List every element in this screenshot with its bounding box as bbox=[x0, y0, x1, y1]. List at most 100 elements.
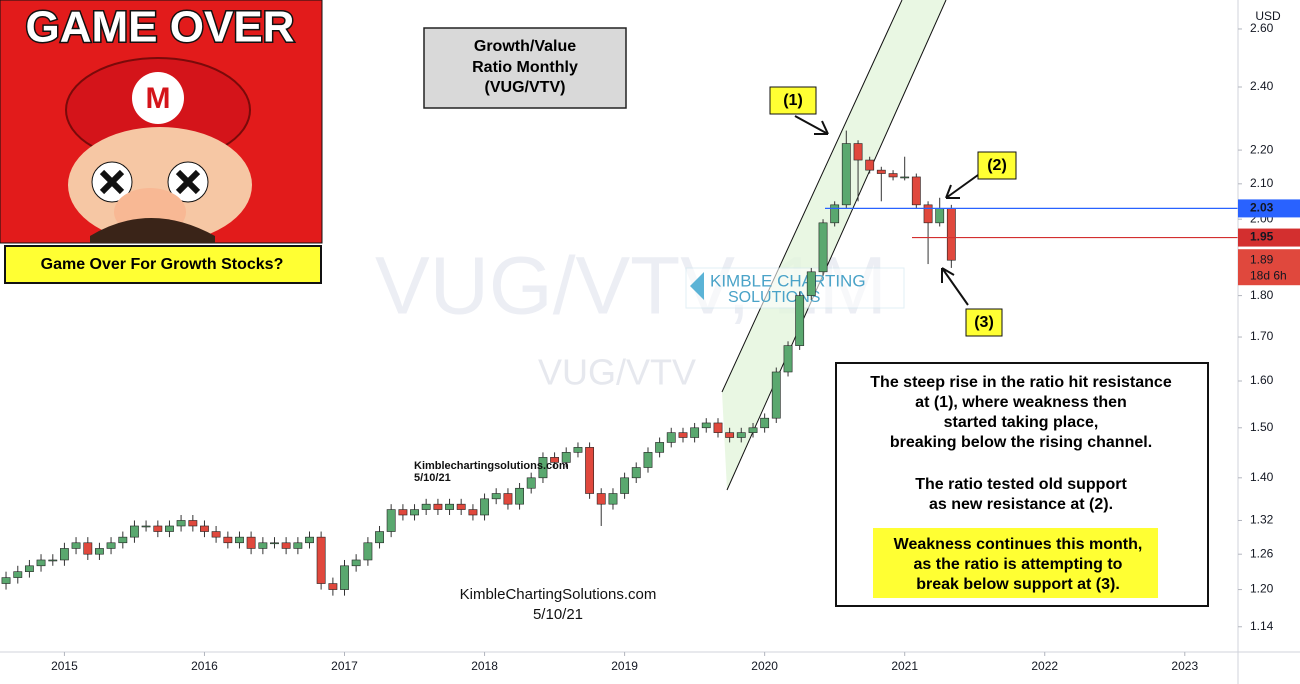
commentary: as new resistance at (2). bbox=[929, 496, 1113, 513]
candle-body bbox=[375, 531, 384, 544]
credit: Kimblechartingsolutions.com bbox=[414, 460, 569, 472]
x-tick-label: 2019 bbox=[611, 659, 638, 673]
candle-body bbox=[340, 565, 349, 590]
x-tick-label: 2022 bbox=[1031, 659, 1058, 673]
logo-mark bbox=[690, 272, 704, 300]
candle-body bbox=[95, 548, 104, 555]
highlight: break below support at (3). bbox=[916, 576, 1120, 593]
candle-body bbox=[176, 520, 186, 527]
channel-line bbox=[721, 0, 903, 393]
credit: KimbleChartingSolutions.com bbox=[460, 586, 657, 603]
eye-x bbox=[99, 169, 201, 195]
countdown: 18d 6h bbox=[1250, 268, 1287, 282]
commentary: breaking below the rising channel. bbox=[890, 434, 1152, 451]
candle-body bbox=[515, 487, 524, 505]
candle-body bbox=[13, 571, 23, 578]
caption: Game Over For Growth Stocks? bbox=[41, 256, 284, 273]
last-price-box bbox=[1238, 249, 1300, 286]
candle-body bbox=[503, 493, 513, 505]
candle-body bbox=[235, 536, 244, 544]
candle-body bbox=[865, 159, 875, 171]
commentary: The ratio tested old support bbox=[915, 476, 1127, 493]
candle-body bbox=[433, 503, 443, 510]
arrow bbox=[945, 174, 979, 199]
candle-body bbox=[736, 432, 746, 438]
candle-body bbox=[573, 447, 583, 453]
candle-body bbox=[806, 271, 816, 296]
x-tick-label: 2021 bbox=[891, 659, 918, 673]
candle-body bbox=[258, 542, 268, 549]
candle-body bbox=[130, 525, 139, 538]
symbol-watermark: VUG/VTV bbox=[538, 352, 696, 393]
chart-title: Ratio Monthly bbox=[472, 59, 578, 76]
candle-body bbox=[165, 525, 174, 532]
y-tick-label: 1.14 bbox=[1250, 619, 1274, 633]
candle-body bbox=[200, 525, 209, 532]
credit: 5/10/21 bbox=[414, 472, 451, 484]
candle-body bbox=[771, 371, 781, 419]
candle-body bbox=[106, 542, 116, 549]
callout-box bbox=[769, 86, 817, 115]
credit: 5/10/21 bbox=[533, 606, 583, 623]
candle-body bbox=[491, 493, 501, 500]
candle-body bbox=[830, 204, 840, 224]
candle-body bbox=[36, 559, 46, 567]
candle-body bbox=[211, 531, 221, 538]
candle-body bbox=[421, 503, 431, 510]
candle-body bbox=[48, 559, 58, 562]
candle-body bbox=[678, 432, 688, 438]
y-tick-label: 2.10 bbox=[1250, 176, 1274, 190]
candle-body bbox=[725, 432, 735, 438]
candle-body bbox=[316, 536, 326, 584]
candle-body bbox=[818, 222, 828, 273]
candle-body bbox=[363, 542, 373, 561]
callout-box bbox=[977, 151, 1017, 180]
y-tick-label: 1.70 bbox=[1250, 329, 1274, 343]
candle-body bbox=[690, 427, 700, 438]
candle-body bbox=[398, 509, 408, 516]
y-tick-label: 2.60 bbox=[1250, 21, 1274, 35]
arrow bbox=[941, 267, 969, 306]
candle-body bbox=[620, 477, 630, 494]
candle-body bbox=[60, 548, 69, 561]
channel-fill bbox=[722, 0, 946, 490]
y-tick-label: 2.20 bbox=[1250, 142, 1274, 156]
candle-body bbox=[655, 442, 665, 453]
y-tick-label: 1.26 bbox=[1250, 546, 1274, 560]
y-tick-label: 1.60 bbox=[1250, 373, 1274, 387]
candle-body bbox=[900, 176, 910, 179]
candle-body bbox=[141, 525, 151, 528]
candle-body bbox=[561, 452, 571, 463]
candle-body bbox=[550, 457, 559, 463]
candle-body bbox=[841, 143, 851, 206]
axes: 2.602.402.202.102.001.801.701.601.501.40… bbox=[51, 21, 1300, 673]
chart-title: (VUG/VTV) bbox=[485, 79, 566, 96]
channel-line bbox=[726, 0, 947, 491]
candle-body bbox=[293, 542, 303, 549]
candle-body bbox=[643, 452, 653, 468]
candle-body bbox=[410, 509, 419, 516]
x-tick-label: 2018 bbox=[471, 659, 498, 673]
candle-body bbox=[713, 422, 723, 433]
face bbox=[68, 127, 252, 243]
cap-letter: M bbox=[146, 82, 171, 115]
candle-body bbox=[456, 503, 466, 510]
y-tick-label: 2.40 bbox=[1250, 79, 1274, 93]
mustache bbox=[90, 218, 215, 243]
candle-body bbox=[24, 565, 34, 572]
candle-body bbox=[328, 583, 338, 590]
commentary: at (1), where weakness then bbox=[915, 394, 1127, 411]
candle-body bbox=[270, 542, 279, 545]
chart-title: Growth/Value bbox=[474, 38, 576, 55]
highlight: Weakness continues this month, bbox=[894, 536, 1143, 553]
candle-body bbox=[305, 536, 314, 544]
x-tick-label: 2020 bbox=[751, 659, 778, 673]
y-tick-label: 1.20 bbox=[1250, 582, 1274, 596]
candle-body bbox=[876, 169, 886, 174]
candle-body bbox=[631, 467, 641, 479]
x-tick-label: 2017 bbox=[331, 659, 358, 673]
candle-body bbox=[608, 493, 618, 505]
candle-body bbox=[246, 536, 256, 549]
logo-text: KIMBLE CHARTING bbox=[710, 271, 866, 290]
candle-body bbox=[480, 498, 489, 516]
